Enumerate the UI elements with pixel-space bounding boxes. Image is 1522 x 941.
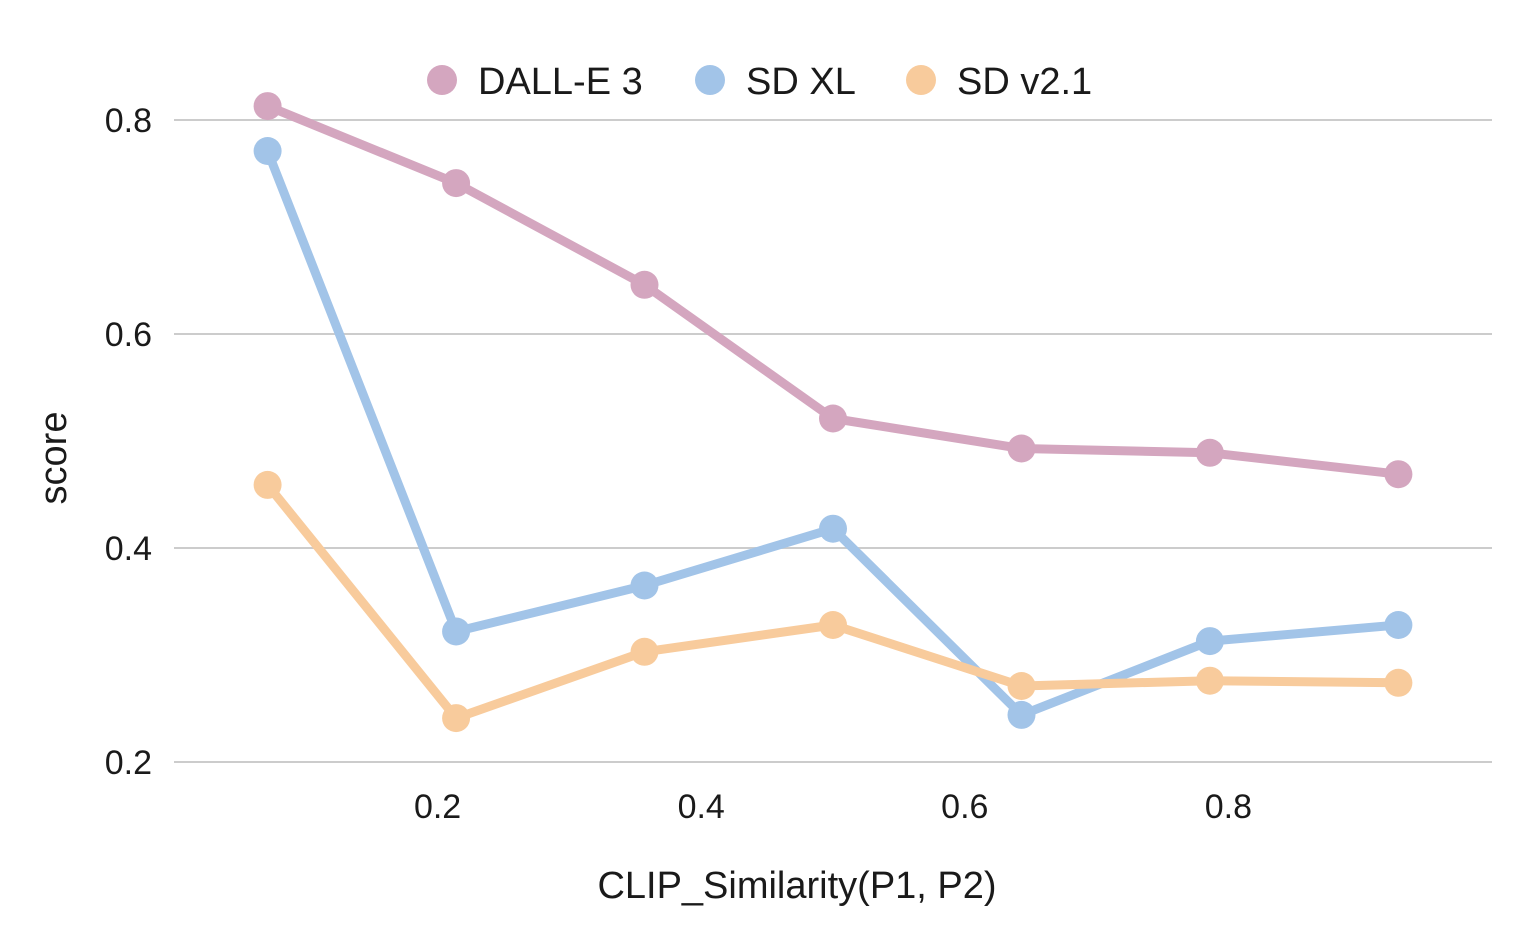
data-point [442, 169, 471, 198]
data-point [1007, 700, 1036, 729]
data-point [1195, 666, 1224, 695]
data-point [253, 92, 282, 121]
data-point [1195, 627, 1224, 656]
series-2 [253, 470, 1413, 733]
data-point [1384, 668, 1413, 697]
series-layer [253, 92, 1413, 733]
legend-label: DALL-E 3 [478, 61, 643, 103]
data-point [630, 571, 659, 600]
y-axis-label: score [33, 412, 75, 505]
legend-marker [695, 65, 725, 95]
data-point [819, 611, 847, 639]
data-point [1195, 438, 1224, 467]
data-point [819, 514, 847, 543]
y-tick-label: 0.4 [105, 530, 152, 568]
y-tick-label: 0.8 [105, 102, 152, 140]
x-tick-label: 0.6 [941, 788, 988, 826]
grid-lines [174, 119, 1492, 763]
data-point [1384, 460, 1413, 489]
series-0 [253, 92, 1413, 489]
legend-label: SD v2.1 [957, 61, 1092, 103]
legend-item: DALL-E 3 [427, 61, 643, 103]
legend-item: SD XL [695, 61, 856, 103]
x-tick-label: 0.8 [1205, 788, 1252, 826]
series-1 [253, 137, 1413, 729]
data-point [253, 470, 282, 499]
x-tick-label: 0.2 [414, 788, 461, 826]
x-tick-label: 0.4 [678, 788, 725, 826]
data-point [819, 404, 847, 433]
data-point [253, 137, 282, 165]
legend-marker [427, 65, 457, 95]
x-axis-label: CLIP_Similarity(P1, P2) [597, 865, 996, 907]
data-point [442, 617, 471, 646]
y-tick-label: 0.2 [105, 744, 152, 782]
legend-marker [906, 65, 936, 95]
data-point [1384, 611, 1413, 639]
y-tick-label: 0.6 [105, 316, 152, 354]
legend-item: SD v2.1 [906, 61, 1092, 103]
y-axis-ticks: 0.2 0.4 0.6 0.8 [105, 102, 152, 782]
data-point [1007, 434, 1036, 463]
data-point [442, 704, 471, 733]
data-point [630, 637, 659, 666]
x-axis-ticks: 0.2 0.4 0.6 0.8 [414, 788, 1252, 826]
data-point [630, 270, 659, 299]
data-point [1007, 672, 1036, 700]
legend-label: SD XL [746, 61, 856, 103]
legend: DALL-E 3 SD XL SD v2.1 [427, 61, 1092, 103]
